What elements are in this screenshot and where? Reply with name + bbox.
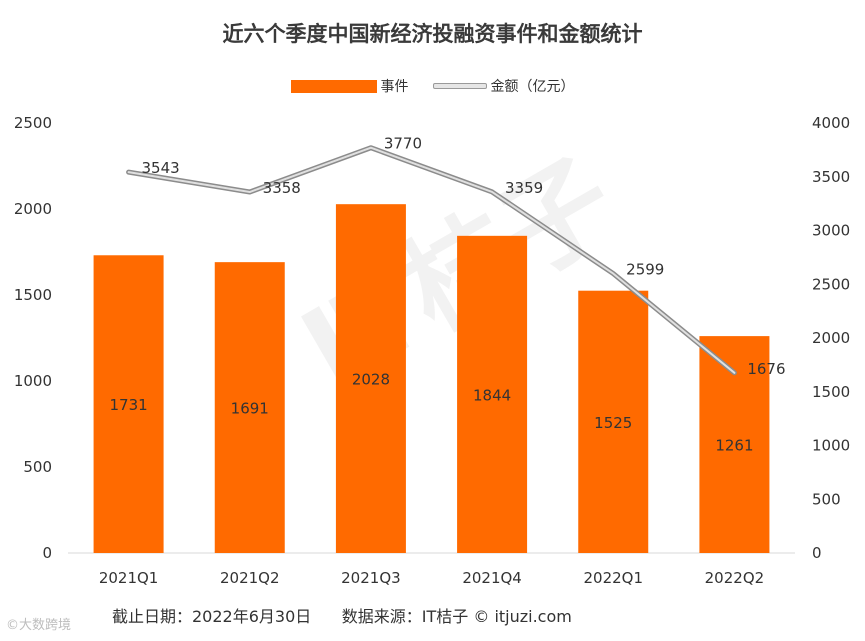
bar-2021Q1 — [93, 255, 164, 553]
left-axis-tick: 1000 — [14, 372, 52, 390]
bar-value-label: 1525 — [594, 414, 632, 432]
chart-legend: 事件 金额（亿元） — [0, 76, 865, 96]
legend-item-amount: 金额（亿元） — [432, 76, 575, 96]
amount-point-label: 2599 — [626, 261, 664, 279]
right-axis-tick: 3500 — [812, 168, 850, 186]
bar-value-label: 1261 — [715, 437, 753, 455]
legend-line-swatch — [432, 83, 487, 89]
bar-2021Q3 — [335, 204, 406, 553]
amount-point-label: 3770 — [384, 135, 422, 153]
amount-point-label: 3359 — [505, 179, 543, 197]
x-axis-tick: 2021Q3 — [341, 569, 401, 587]
bar-2022Q1 — [578, 290, 649, 553]
right-axis-tick: 2000 — [812, 329, 850, 347]
right-axis-tick: 2500 — [812, 275, 850, 293]
bar-2021Q4 — [457, 235, 528, 553]
bar-value-label: 2028 — [352, 371, 390, 389]
x-axis-tick: 2021Q1 — [99, 569, 159, 587]
bar-value-label: 1844 — [473, 386, 511, 404]
right-axis-tick: 0 — [812, 544, 822, 562]
amount-point-label: 3543 — [141, 159, 179, 177]
right-axis-tick: 500 — [812, 490, 841, 508]
right-axis-tick: 1500 — [812, 383, 850, 401]
amount-line-series — [127, 146, 736, 374]
left-axis-tick: 1500 — [14, 286, 52, 304]
chart-title: 近六个季度中国新经济投融资事件和金额统计 — [222, 22, 643, 46]
corner-watermark: ©大数跨境 — [6, 618, 72, 633]
bar-value-label: 1731 — [109, 396, 147, 414]
footer-note: 截止日期：2022年6月30日 数据来源：IT桔子 © itjuzi.com — [112, 607, 572, 626]
x-axis-tick: 2022Q1 — [583, 569, 643, 587]
right-axis-tick: 4000 — [812, 114, 850, 132]
right-axis-tick: 1000 — [812, 437, 850, 455]
bar-value-label: 1691 — [231, 400, 269, 418]
left-axis-tick: 0 — [42, 544, 52, 562]
legend-line-label: 金额（亿元） — [490, 79, 575, 95]
legend-bar-label: 事件 — [380, 79, 409, 95]
legend-bar-swatch — [290, 79, 377, 93]
right-axis-tick: 3000 — [812, 222, 850, 240]
amount-point-label: 3358 — [263, 179, 301, 197]
amount-point-label: 1676 — [747, 360, 785, 378]
x-axis-tick: 2022Q2 — [705, 569, 765, 587]
x-axis-tick: 2021Q2 — [220, 569, 280, 587]
bar-2021Q2 — [214, 262, 285, 553]
left-axis-tick: 2500 — [14, 114, 52, 132]
legend-item-events: 事件 — [290, 76, 409, 96]
left-axis-tick: 2000 — [14, 200, 52, 218]
x-axis-tick: 2021Q4 — [462, 569, 522, 587]
left-axis-tick: 500 — [23, 458, 52, 476]
